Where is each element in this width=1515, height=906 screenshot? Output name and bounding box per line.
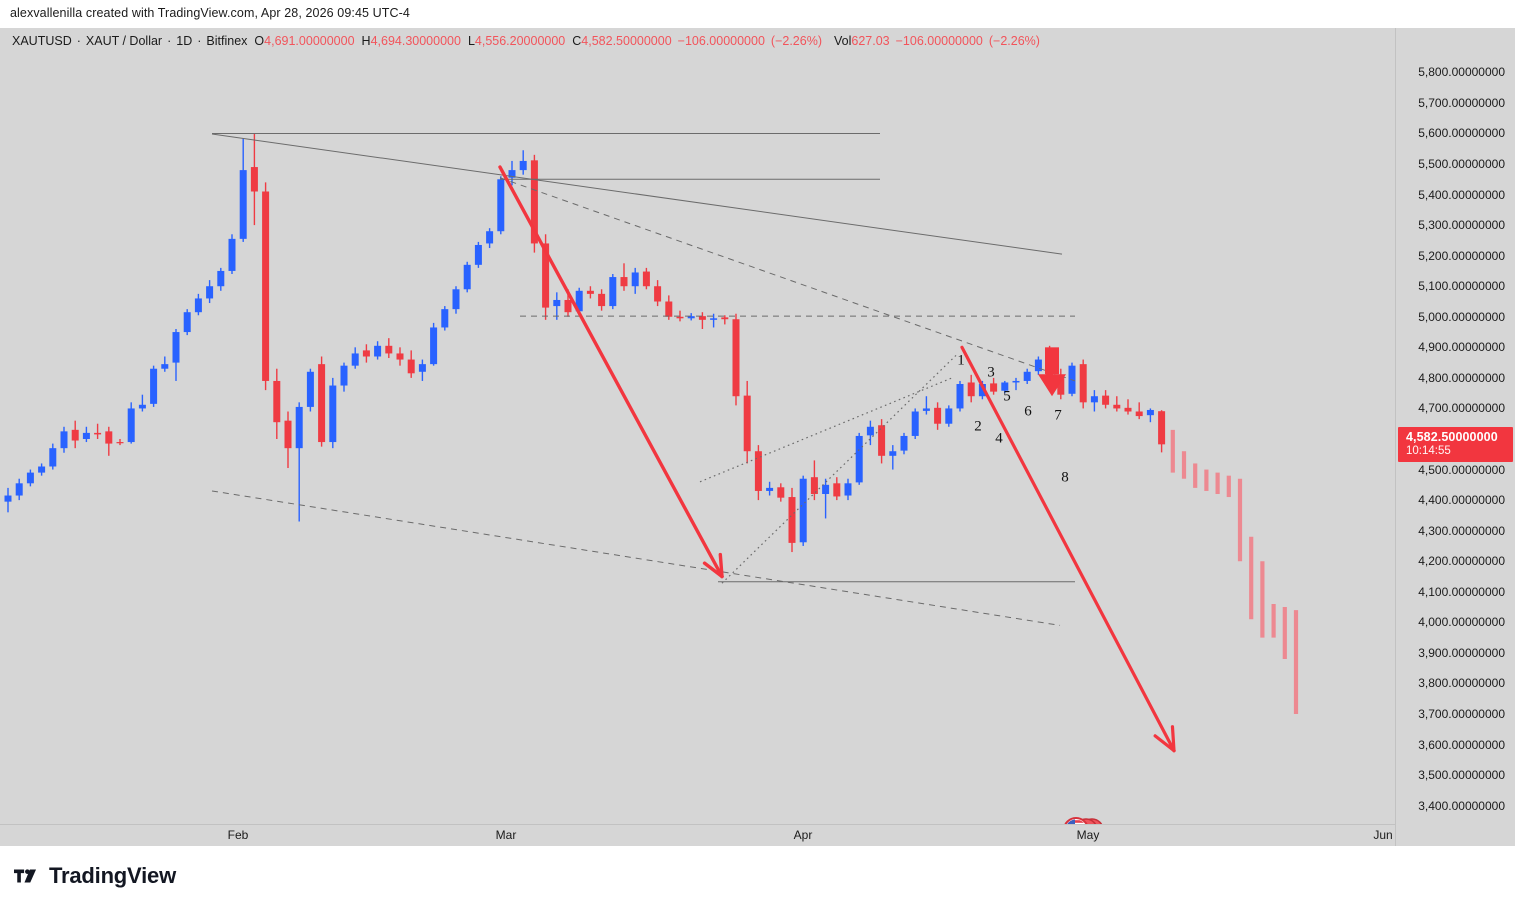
legend-change-absolute: −106.00000000 (677, 34, 765, 48)
price-tick: 3,500.00000000 (1418, 768, 1505, 783)
wave-count-label-8: 8 (1061, 469, 1069, 486)
bar-countdown: 10:14:55 (1406, 444, 1451, 457)
price-tick: 5,700.00000000 (1418, 95, 1505, 110)
price-tick: 4,000.00000000 (1418, 615, 1505, 630)
time-tick: Mar (495, 828, 517, 842)
legend-volume-value: 627.03 (851, 34, 890, 48)
legend-high-key: H (361, 34, 371, 48)
legend-separator-3: · (197, 34, 202, 48)
time-tick: Apr (793, 828, 813, 842)
wave-count-label-5: 5 (1003, 388, 1011, 405)
price-tick: 5,000.00000000 (1418, 309, 1505, 324)
legend-interval[interactable]: 1D (176, 34, 193, 48)
price-tick: 4,400.00000000 (1418, 493, 1505, 508)
price-tick: 4,500.00000000 (1418, 462, 1505, 477)
wave-count-label-3: 3 (987, 364, 995, 381)
price-axis[interactable]: 5,800.00000000 5,700.00000000 5,600.000000… (1395, 28, 1515, 846)
us-flag-sticker[interactable] (1058, 816, 1108, 824)
legend-low-value: 4,556.20000000 (474, 34, 566, 48)
legend-change-percent: (−2.26%) (770, 34, 822, 48)
current-price-badge[interactable]: 4,582.50000000 10:14:55 (1398, 427, 1513, 462)
wave-count-label-4: 4 (995, 430, 1003, 447)
tradingview-wordmark: TradingView (49, 863, 176, 888)
legend-separator-2: · (167, 34, 172, 48)
time-tick: Feb (227, 828, 249, 842)
wave-count-label-7: 7 (1054, 407, 1062, 424)
legend-volume-change-percent: (−2.26%) (988, 34, 1040, 48)
price-tick: 4,100.00000000 (1418, 584, 1505, 599)
footer-branding: TradingView (0, 846, 1515, 906)
price-tick: 5,200.00000000 (1418, 248, 1505, 263)
us-flag-icon (1064, 817, 1103, 824)
legend-separator-1: · (76, 34, 81, 48)
price-tick: 4,300.00000000 (1418, 523, 1505, 538)
price-tick: 4,800.00000000 (1418, 370, 1505, 385)
legend-low-key: L (467, 34, 475, 48)
price-tick: 5,800.00000000 (1418, 65, 1505, 80)
price-tick: 5,300.00000000 (1418, 218, 1505, 233)
price-tick: 3,900.00000000 (1418, 645, 1505, 660)
time-axis[interactable]: Feb Mar Apr May Jun (0, 824, 1395, 846)
wave-count-label-6: 6 (1024, 403, 1032, 420)
legend-volume-change-absolute: −106.00000000 (895, 34, 983, 48)
projection-candles-layer (1170, 429, 1299, 714)
legend-high-value: 4,694.30000000 (370, 34, 461, 48)
wave-count-label-2: 2 (974, 418, 982, 435)
chart-legend: XAUTUSD · XAUT / Dollar · 1D · Bitfinex … (0, 28, 1395, 54)
price-tick: 4,900.00000000 (1418, 340, 1505, 355)
current-price-value: 4,582.50000000 (1406, 430, 1498, 445)
legend-symbol[interactable]: XAUTUSD (12, 34, 72, 48)
chart-shell: XAUTUSD · XAUT / Dollar · 1D · Bitfinex … (0, 28, 1515, 846)
price-tick: 3,800.00000000 (1418, 676, 1505, 691)
price-tick: 3,600.00000000 (1418, 737, 1505, 752)
wave-count-label-1: 1 (957, 352, 965, 369)
candlestick-canvas (4, 132, 1299, 753)
tradingview-logo-icon (14, 869, 37, 883)
legend-description: XAUT / Dollar (85, 34, 163, 48)
time-tick: May (1076, 828, 1100, 842)
price-tick: 4,700.00000000 (1418, 401, 1505, 416)
legend-open-value: 4,691.00000000 (264, 34, 355, 48)
candles-layer (4, 133, 1166, 553)
legend-open-key: O (254, 34, 265, 48)
price-tick: 5,500.00000000 (1418, 157, 1505, 171)
price-tick: 3,400.00000000 (1418, 798, 1505, 813)
price-tick: 5,400.00000000 (1418, 187, 1505, 202)
price-tick: 5,100.00000000 (1418, 279, 1505, 294)
legend-volume-key: Vol (834, 34, 852, 48)
drawings-layer (211, 132, 1176, 753)
legend-close-value: 4,582.50000000 (581, 34, 672, 48)
down-arrow-marker (1038, 347, 1066, 397)
legend-exchange: Bitfinex (206, 34, 248, 48)
attribution-text: alexvallenilla created with TradingView.… (10, 6, 410, 20)
price-tick: 4,200.00000000 (1418, 554, 1505, 569)
time-tick: Jun (1373, 828, 1393, 842)
price-tick: 5,600.00000000 (1418, 126, 1505, 141)
legend-close-key: C (572, 34, 582, 48)
price-tick: 3,700.00000000 (1418, 707, 1505, 721)
